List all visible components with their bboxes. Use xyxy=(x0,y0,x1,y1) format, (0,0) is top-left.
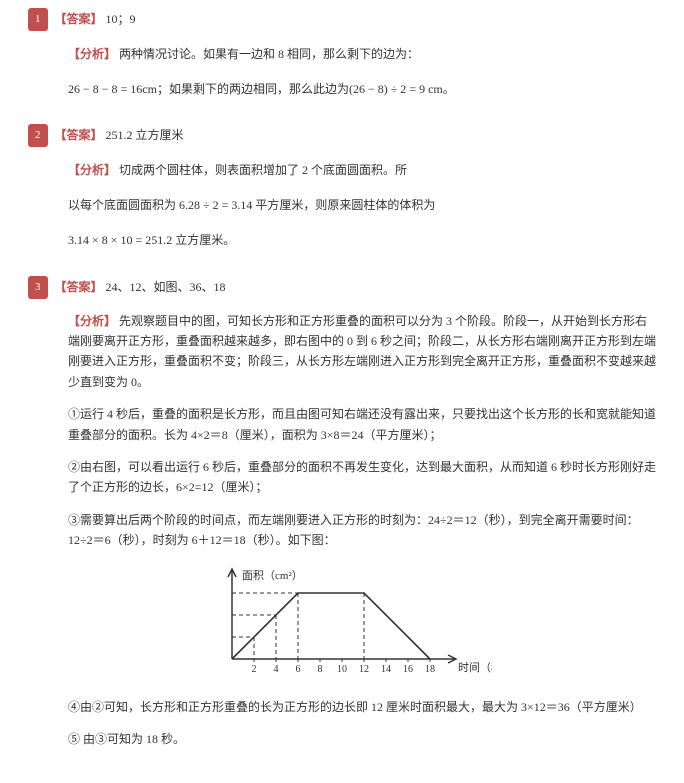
analysis-label: 【分析】 xyxy=(68,163,116,177)
q1-analysis-text1: 两种情况讨论。如果有一边和 8 相同，那么剩下的边为： xyxy=(119,47,419,61)
svg-text:6: 6 xyxy=(296,664,301,675)
q3-answer-line: 3 【答案】 24、12、如图、36、18 xyxy=(28,276,656,299)
q3-item2: ②由右图，可以看出运行 6 秒后，重叠部分的面积不再发生变化，达到最大面积，从而… xyxy=(68,457,656,498)
q2-analysis-line3: 3.14 × 8 × 10 = 251.2 立方厘米。 xyxy=(68,229,656,252)
q2-analysis-text1: 切成两个圆柱体，则表面积增加了 2 个底面圆面积。所 xyxy=(119,163,407,177)
answer-label: 【答案】 xyxy=(55,128,103,142)
svg-text:12: 12 xyxy=(359,664,369,675)
q3-answer-text: 24、12、如图、36、18 xyxy=(106,280,226,294)
q3-item4: ④由②可知，长方形和正方形重叠的长为正方形的边长即 12 厘米时面积最大，最大为… xyxy=(68,697,656,717)
page-root: 1 【答案】 10；9 【分析】 两种情况讨论。如果有一边和 8 相同，那么剩下… xyxy=(0,0,684,783)
answer-label: 【答案】 xyxy=(55,12,103,26)
question-1: 1 【答案】 10；9 【分析】 两种情况讨论。如果有一边和 8 相同，那么剩下… xyxy=(28,8,656,100)
question-2: 2 【答案】 251.2 立方厘米 【分析】 切成两个圆柱体，则表面积增加了 2… xyxy=(28,124,656,251)
q3-item1: ①运行 4 秒后，重叠的面积是长方形，而且由图可知右端还没有露出来，只要找出这个… xyxy=(68,404,656,445)
question-3: 3 【答案】 24、12、如图、36、18 【分析】 先观察题目中的图，可知长方… xyxy=(28,276,656,750)
analysis-label: 【分析】 xyxy=(68,47,116,61)
answer-label: 【答案】 xyxy=(55,280,103,294)
analysis-label: 【分析】 xyxy=(68,314,116,328)
svg-text:2: 2 xyxy=(252,664,257,675)
q3-number-badge: 3 xyxy=(28,276,48,299)
q3-analysis-text1: 先观察题目中的图，可知长方形和正方形重叠的面积可以分为 3 个阶段。阶段一，从开… xyxy=(68,314,656,389)
q1-answer-line: 1 【答案】 10；9 xyxy=(28,8,656,31)
svg-text:18: 18 xyxy=(425,664,435,675)
q2-number-badge: 2 xyxy=(28,124,48,147)
q2-answer-text: 251.2 立方厘米 xyxy=(106,128,184,142)
q3-item3: ③需要算出后两个阶段的时间点，而左端刚要进入正方形的时刻为：24÷2＝12（秒）… xyxy=(68,510,656,551)
svg-text:面积（cm²）: 面积（cm²） xyxy=(242,569,303,582)
q3-analysis-line1: 【分析】 先观察题目中的图，可知长方形和正方形重叠的面积可以分为 3 个阶段。阶… xyxy=(68,311,656,393)
area-time-chart: 面积（cm²） 时间（秒） 2 4 6 8 10 12 14 16 18 xyxy=(28,563,656,685)
svg-text:10: 10 xyxy=(337,664,347,675)
svg-text:8: 8 xyxy=(318,664,323,675)
q1-analysis-line2: 26 − 8 − 8 = 16cm；如果剩下的两边相同，那么此边为(26 − 8… xyxy=(68,78,656,101)
svg-text:16: 16 xyxy=(403,664,413,675)
chart-svg: 面积（cm²） 时间（秒） 2 4 6 8 10 12 14 16 18 xyxy=(192,563,492,681)
q2-analysis-line1: 【分析】 切成两个圆柱体，则表面积增加了 2 个底面圆面积。所 xyxy=(68,159,656,182)
q2-analysis-line2: 以每个底面圆面积为 6.28 ÷ 2 = 3.14 平方厘米，则原来圆柱体的体积… xyxy=(68,194,656,217)
q3-item5: ⑤ 由③可知为 18 秒。 xyxy=(68,729,656,749)
q1-number-badge: 1 xyxy=(28,8,48,31)
svg-text:14: 14 xyxy=(381,664,391,675)
q2-answer-line: 2 【答案】 251.2 立方厘米 xyxy=(28,124,656,147)
svg-text:时间（秒）: 时间（秒） xyxy=(458,660,492,674)
svg-text:4: 4 xyxy=(274,664,279,675)
q1-answer-text: 10；9 xyxy=(106,12,136,26)
q1-analysis-line1: 【分析】 两种情况讨论。如果有一边和 8 相同，那么剩下的边为： xyxy=(68,43,656,66)
